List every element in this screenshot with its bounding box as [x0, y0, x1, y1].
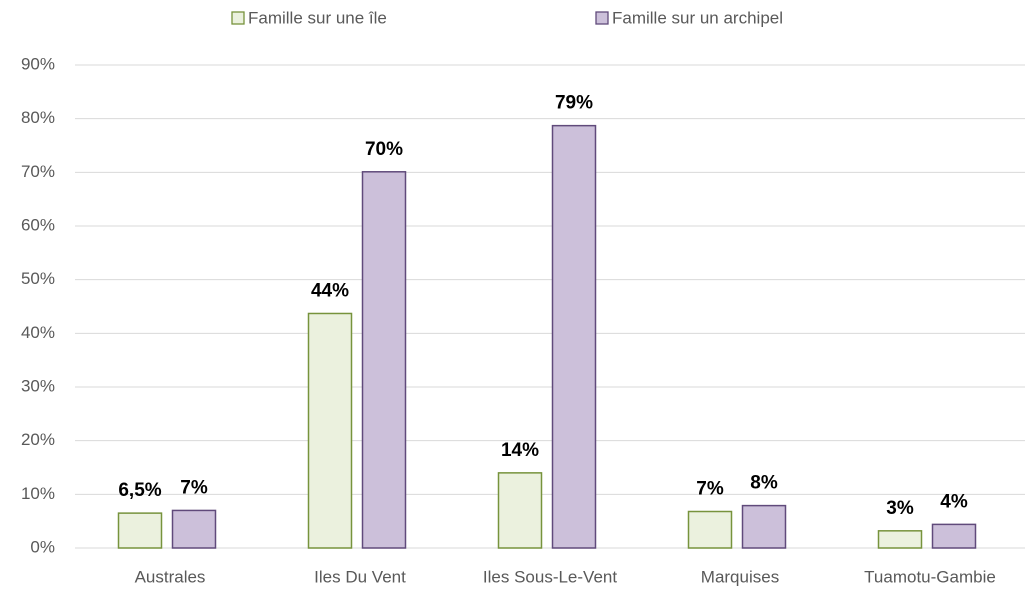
- bar: [307, 312, 353, 549]
- y-tick-label: 40%: [21, 323, 55, 342]
- legend-label: Famille sur une île: [248, 8, 387, 27]
- y-tick-label: 70%: [21, 162, 55, 181]
- value-label: 79%: [555, 93, 593, 114]
- value-label: 8%: [750, 473, 778, 494]
- bar: [117, 512, 163, 549]
- y-tick-label: 60%: [21, 215, 55, 234]
- x-tick-label: Marquises: [701, 567, 779, 586]
- bar: [551, 124, 597, 549]
- bar: [931, 523, 977, 549]
- value-label: 14%: [501, 440, 539, 461]
- y-tick-label: 80%: [21, 108, 55, 127]
- legend-swatch: [595, 11, 609, 25]
- legend-swatch: [231, 11, 245, 25]
- x-tick-label: Iles Sous-Le-Vent: [483, 567, 617, 586]
- bar: [741, 504, 787, 549]
- x-tick-label: Tuamotu-Gambie: [864, 567, 996, 586]
- y-tick-label: 90%: [21, 54, 55, 73]
- bar: [361, 171, 407, 549]
- bar: [497, 472, 543, 549]
- legend-label: Famille sur un archipel: [612, 8, 783, 27]
- value-label: 6,5%: [118, 480, 161, 501]
- value-label: 3%: [886, 498, 914, 519]
- y-tick-label: 20%: [21, 430, 55, 449]
- value-label: 4%: [940, 491, 968, 512]
- bar: [687, 510, 733, 549]
- value-label: 44%: [311, 280, 349, 301]
- x-tick-label: Australes: [135, 567, 206, 586]
- value-label: 70%: [365, 139, 403, 160]
- value-label: 7%: [696, 479, 724, 500]
- y-tick-label: 30%: [21, 376, 55, 395]
- bar: [877, 530, 923, 549]
- y-tick-label: 10%: [21, 484, 55, 503]
- y-tick-label: 0%: [30, 537, 55, 556]
- x-tick-label: Iles Du Vent: [314, 567, 406, 586]
- y-tick-label: 50%: [21, 269, 55, 288]
- value-label: 7%: [180, 477, 208, 498]
- bar: [171, 509, 217, 549]
